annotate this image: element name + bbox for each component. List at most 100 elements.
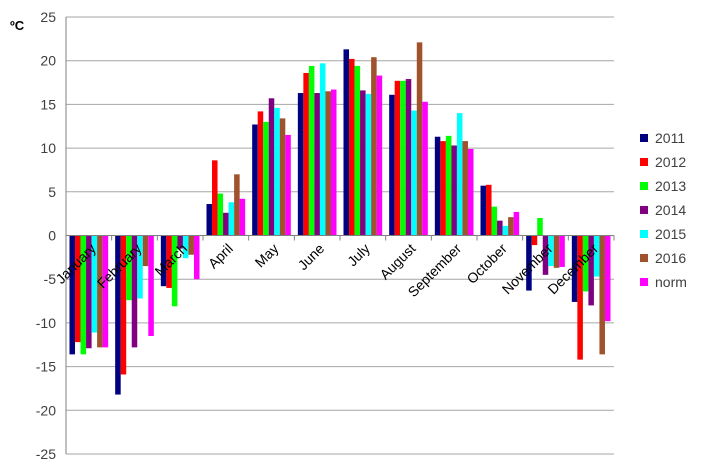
bar-2015-august [411, 110, 417, 236]
bar-2012-july [349, 58, 355, 236]
bar-norm-february [148, 235, 154, 337]
bar-2011-may [252, 124, 258, 236]
bar-2011-january [69, 235, 76, 355]
bar-2015-february [137, 235, 143, 299]
bar-2012-october [486, 184, 492, 236]
legend-label-2014: 2014 [655, 202, 686, 218]
bar-2015-january [91, 235, 98, 333]
legend-label-norm: norm [655, 274, 687, 290]
bar-2015-october [502, 225, 509, 236]
bar-2015-november [548, 235, 554, 267]
bar-2013-march [171, 235, 178, 307]
bar-2013-august [400, 80, 406, 236]
y-tick-label: 15 [40, 96, 56, 112]
bar-2016-july [371, 57, 377, 236]
bar-2011-september [434, 136, 441, 236]
bar-2011-august [389, 94, 395, 236]
bar-2013-october [491, 206, 498, 236]
bar-2011-april [206, 204, 213, 236]
bar-2016-april [234, 174, 240, 236]
y-tick-label: -25 [36, 446, 56, 462]
bar-2014-may [268, 98, 275, 236]
bar-2013-september [445, 135, 452, 236]
bar-2014-december [588, 235, 594, 306]
bar-2014-august [405, 79, 412, 236]
x-tick-label: June [295, 240, 328, 273]
bar-2013-december [582, 235, 589, 292]
bar-2014-april [223, 212, 229, 236]
bar-2015-june [319, 63, 326, 236]
bar-2016-february [142, 235, 149, 267]
bar-2014-july [360, 90, 366, 236]
bar-2014-november [542, 235, 549, 275]
bar-2012-december [577, 235, 583, 360]
legend-label-2015: 2015 [655, 226, 686, 242]
legend-swatch-2013 [640, 182, 648, 190]
bar-2014-october [497, 220, 503, 236]
y-tick-label: 10 [40, 140, 56, 156]
bar-2016-october [508, 217, 514, 236]
bar-2013-july [354, 65, 361, 236]
bar-2011-february [115, 235, 121, 395]
y-tick-label: -20 [36, 402, 56, 418]
bar-2014-september [451, 145, 457, 236]
bar-norm-september [467, 148, 474, 236]
bar-2014-january [86, 235, 92, 349]
bar-2014-february [131, 235, 138, 348]
bar-2014-march [177, 235, 183, 249]
legend-swatch-norm [640, 278, 648, 286]
bar-2016-august [416, 42, 423, 236]
bar-norm-june [330, 89, 337, 236]
bar-2015-april [228, 202, 235, 236]
bar-2013-june [308, 65, 315, 236]
bar-norm-may [285, 134, 291, 236]
bar-2016-november [553, 235, 560, 268]
bar-2011-march [160, 235, 167, 287]
x-tick-label: July [344, 240, 373, 269]
bar-norm-october [513, 211, 520, 236]
bar-2015-december [593, 235, 600, 277]
bar-2015-march [182, 235, 189, 259]
y-tick-label: 5 [48, 184, 56, 200]
legend-label-2012: 2012 [655, 154, 686, 170]
bar-2013-february [126, 235, 132, 301]
bar-2016-september [462, 141, 468, 236]
bar-2013-april [217, 193, 224, 236]
legend-swatch-2015 [640, 230, 648, 238]
bar-2012-march [166, 235, 172, 288]
bar-norm-july [376, 75, 383, 236]
bar-2012-february [120, 235, 127, 375]
bar-2016-may [279, 118, 286, 236]
x-tick-label: April [205, 240, 236, 271]
bar-2013-november [537, 218, 543, 236]
legend-swatch-2012 [640, 158, 648, 166]
bar-norm-december [604, 235, 611, 322]
y-axis-unit-label: ºC [10, 18, 25, 33]
bar-norm-january [102, 235, 109, 348]
bar-2012-september [440, 141, 446, 236]
axes [65, 17, 615, 454]
x-tick-label: August [376, 240, 418, 282]
legend-swatch-2014 [640, 206, 648, 214]
bar-2016-june [325, 91, 331, 236]
bar-2016-january [97, 235, 103, 348]
bar-2011-november [526, 235, 532, 291]
bar-2012-may [257, 111, 264, 236]
bar-2013-may [263, 121, 269, 236]
legend-label-2016: 2016 [655, 250, 686, 266]
bar-2016-december [599, 235, 605, 355]
legend-label-2011: 2011 [655, 130, 685, 146]
bar-norm-march [193, 235, 200, 280]
bar-norm-november [559, 235, 565, 267]
y-tick-label: -15 [36, 359, 56, 375]
bar-2016-march [188, 235, 194, 255]
bar-series [69, 42, 611, 395]
y-tick-label: 25 [40, 9, 56, 25]
bar-2012-january [75, 235, 81, 343]
bar-2015-may [274, 107, 280, 236]
bar-2012-april [212, 160, 218, 236]
y-tick-label: 0 [48, 228, 56, 244]
legend-swatch-2016 [640, 254, 648, 262]
bar-norm-august [422, 101, 428, 236]
bar-2012-august [394, 80, 401, 236]
